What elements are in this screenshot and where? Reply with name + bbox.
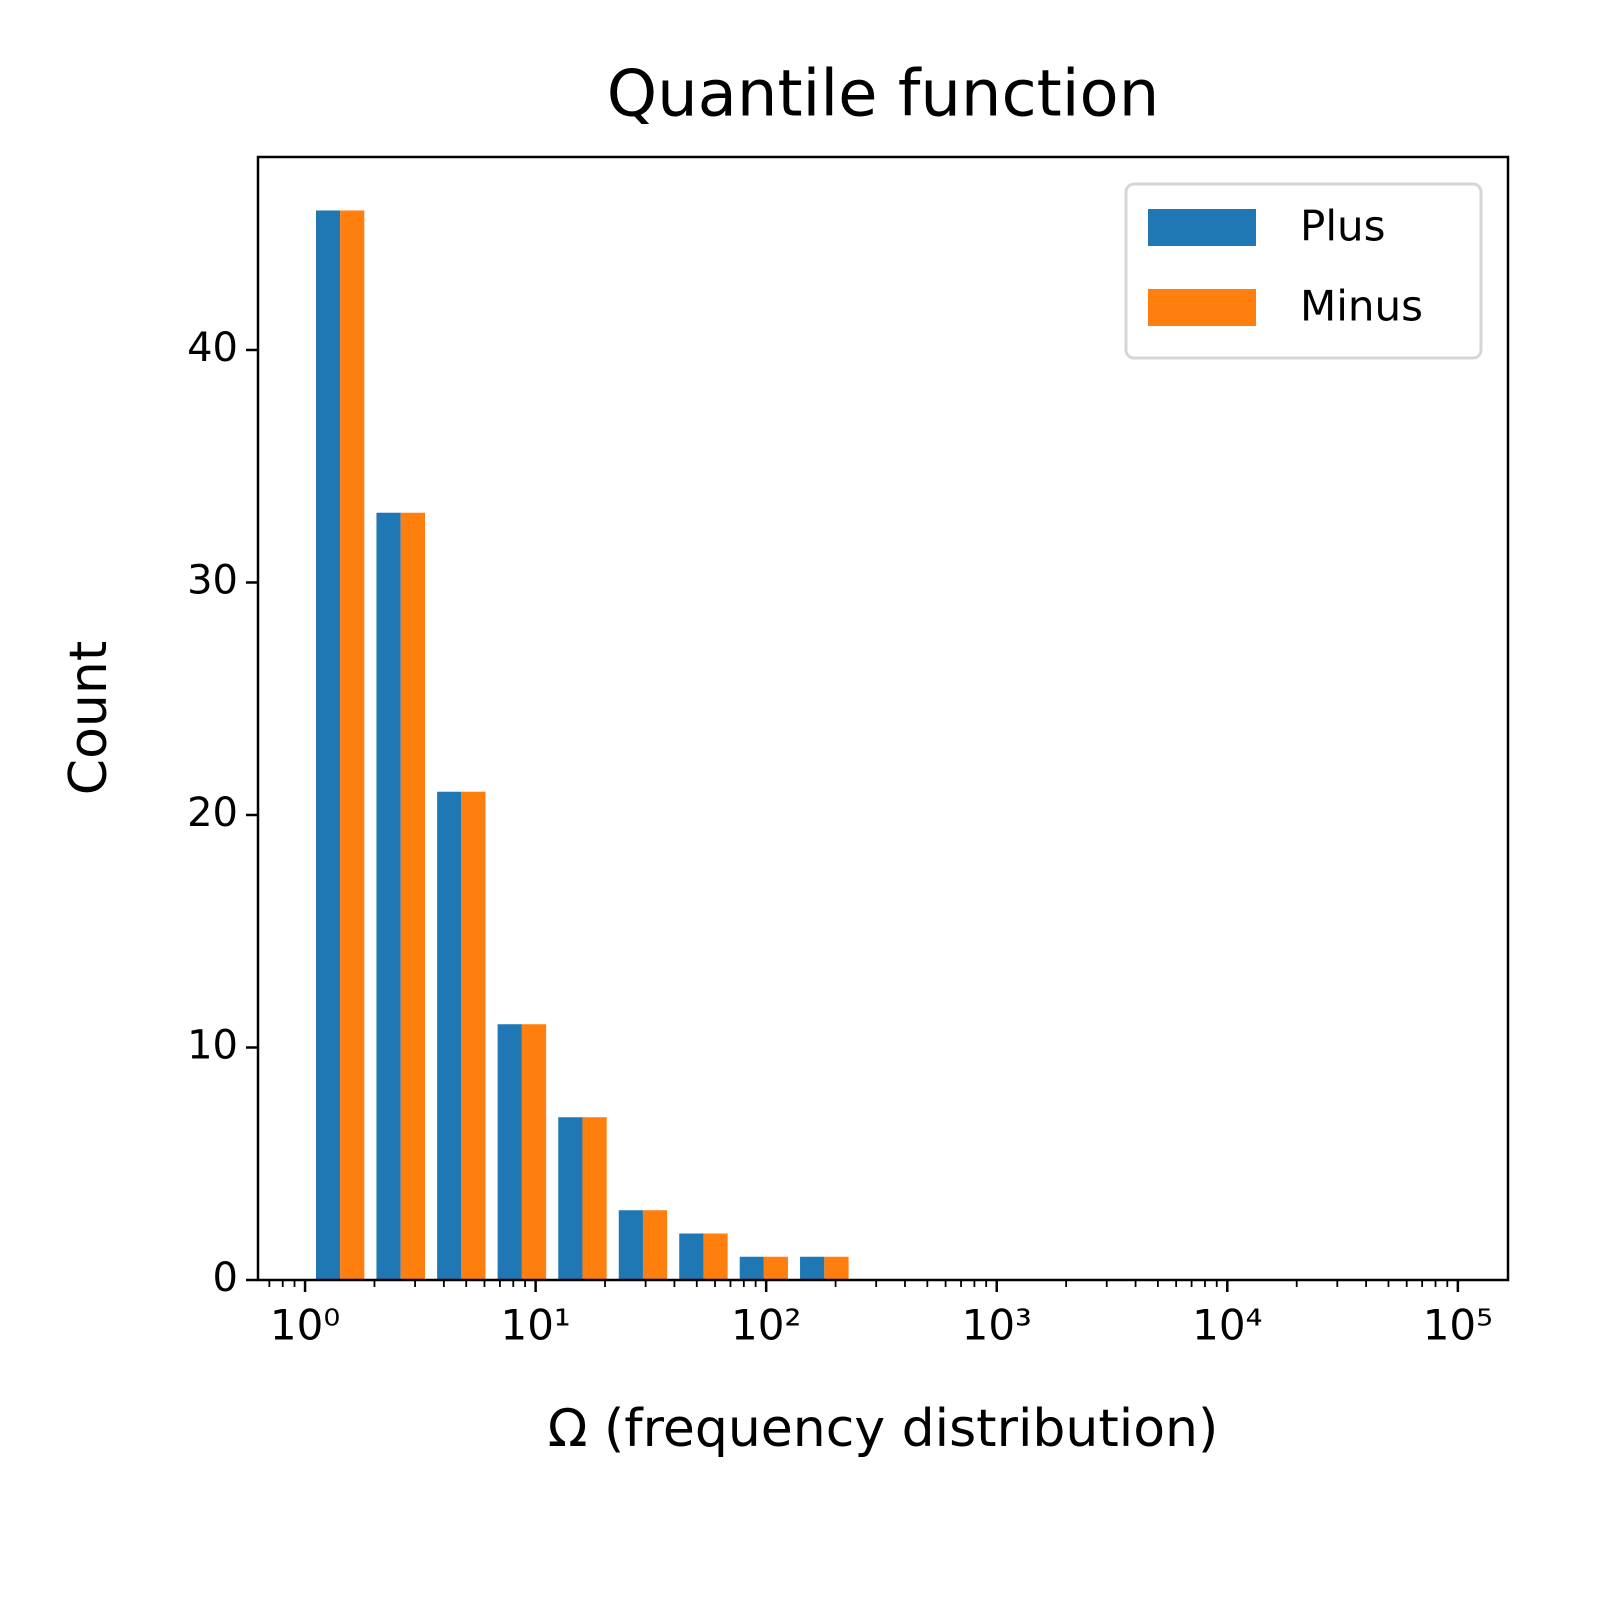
plot-frame [256, 155, 1510, 1282]
bar [703, 1233, 728, 1280]
x-tick-label: 10² [731, 1301, 801, 1350]
y-tick-label: 20 [187, 790, 238, 836]
y-tick-label: 0 [213, 1255, 238, 1301]
bar [739, 1256, 764, 1280]
x-tick-label: 10³ [962, 1301, 1032, 1350]
legend-label: Minus [1300, 282, 1423, 331]
bar [763, 1256, 788, 1280]
legend-swatch [1148, 209, 1256, 246]
legend-swatch [1148, 289, 1256, 326]
x-tick-label: 10⁵ [1423, 1301, 1493, 1350]
chart-title: Quantile function [607, 58, 1160, 132]
bar [437, 791, 462, 1280]
x-axis-label: Ω (frequency distribution) [548, 1399, 1219, 1459]
x-tick-label: 10⁰ [270, 1301, 340, 1350]
legend-label: Plus [1300, 202, 1386, 251]
bar [824, 1256, 849, 1280]
bar [558, 1117, 583, 1280]
y-tick-label: 30 [187, 557, 238, 603]
bar [618, 1210, 643, 1280]
bar [461, 791, 486, 1280]
bar [376, 512, 401, 1280]
y-axis-label: Count [59, 641, 119, 795]
bar [642, 1210, 668, 1280]
x-tick-label: 10⁴ [1192, 1301, 1262, 1350]
bar [679, 1233, 704, 1280]
bar [340, 210, 365, 1280]
bar [497, 1024, 522, 1280]
bar [521, 1024, 547, 1280]
y-tick-label: 10 [187, 1022, 238, 1068]
bar [315, 210, 341, 1280]
x-tick-label: 10¹ [500, 1301, 570, 1350]
y-tick-label: 40 [187, 325, 238, 371]
bar [400, 512, 426, 1280]
bar [582, 1117, 607, 1280]
bar [800, 1256, 825, 1280]
